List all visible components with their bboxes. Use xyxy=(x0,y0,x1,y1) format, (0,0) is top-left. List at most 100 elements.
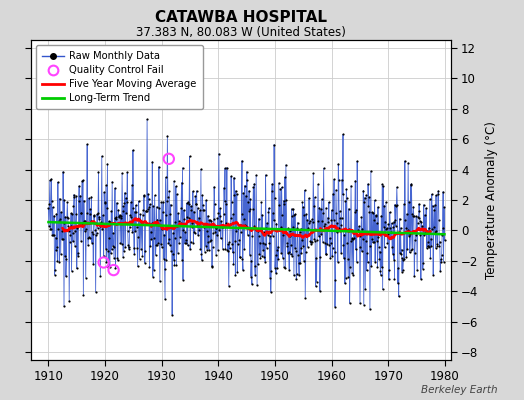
Point xyxy=(359,301,368,308)
Point xyxy=(242,223,250,230)
Point xyxy=(220,198,228,204)
Point xyxy=(279,198,288,204)
Point xyxy=(406,182,414,188)
Point xyxy=(290,272,298,279)
Point xyxy=(139,212,147,218)
Point xyxy=(187,239,195,245)
Point xyxy=(215,227,224,234)
Point xyxy=(242,193,250,199)
Point xyxy=(288,213,296,219)
Point xyxy=(115,214,124,221)
Point xyxy=(337,215,346,221)
Point xyxy=(418,223,427,229)
Point xyxy=(199,206,208,213)
Point xyxy=(359,187,367,194)
Point xyxy=(283,242,291,249)
Point xyxy=(82,210,91,217)
Point xyxy=(293,225,301,232)
Point xyxy=(286,233,294,239)
Point xyxy=(92,289,100,295)
Point xyxy=(125,244,133,250)
Point xyxy=(68,230,77,236)
Point xyxy=(113,200,121,206)
Point xyxy=(77,238,85,244)
Point xyxy=(309,219,317,226)
Point xyxy=(52,247,60,253)
Point xyxy=(167,202,175,208)
Point xyxy=(187,206,195,213)
Point xyxy=(390,218,398,225)
Point xyxy=(154,221,162,228)
Point xyxy=(325,235,334,241)
Point xyxy=(200,206,208,213)
Point xyxy=(241,182,249,189)
Point xyxy=(183,242,192,248)
Point xyxy=(382,199,390,206)
Point xyxy=(135,216,143,222)
Point xyxy=(119,203,128,210)
Point xyxy=(244,232,252,238)
Point xyxy=(410,273,419,280)
Point xyxy=(388,244,396,251)
Point xyxy=(173,250,182,256)
Point xyxy=(262,225,270,231)
Point xyxy=(339,242,347,248)
Point xyxy=(414,215,423,221)
Point xyxy=(299,204,308,210)
Point xyxy=(193,205,202,211)
Point xyxy=(54,217,63,224)
Point xyxy=(402,254,410,260)
Point xyxy=(161,296,169,302)
Point xyxy=(354,227,362,233)
Point xyxy=(71,243,79,249)
Point xyxy=(385,276,393,283)
Point xyxy=(245,252,254,258)
Point xyxy=(306,218,314,224)
Point xyxy=(178,257,186,263)
Point xyxy=(431,202,439,208)
Point xyxy=(277,250,286,256)
Point xyxy=(418,225,426,231)
Point xyxy=(102,182,110,188)
Point xyxy=(397,225,405,231)
Point xyxy=(49,232,58,238)
Point xyxy=(407,247,415,254)
Point xyxy=(372,213,380,219)
Point xyxy=(274,244,282,250)
Point xyxy=(92,230,101,236)
Point xyxy=(191,229,199,236)
Point xyxy=(413,267,421,273)
Point xyxy=(377,272,385,278)
Point xyxy=(427,236,435,242)
Point xyxy=(383,239,391,246)
Point xyxy=(121,244,129,250)
Point xyxy=(307,239,315,245)
Point xyxy=(115,213,123,219)
Point xyxy=(390,276,399,283)
Point xyxy=(133,224,141,230)
Point xyxy=(238,256,247,262)
Point xyxy=(86,206,95,212)
Point xyxy=(340,232,348,238)
Point xyxy=(90,212,98,218)
Point xyxy=(384,231,392,237)
Point xyxy=(388,251,397,257)
Point xyxy=(221,245,230,252)
Point xyxy=(120,248,128,254)
Point xyxy=(222,200,230,207)
Point xyxy=(140,260,149,266)
Point xyxy=(127,221,136,228)
Point xyxy=(124,242,133,248)
Point xyxy=(280,264,288,270)
Point xyxy=(96,222,104,229)
Point xyxy=(423,243,432,250)
Point xyxy=(282,197,290,204)
Point xyxy=(301,249,310,255)
Point xyxy=(114,207,123,213)
Point xyxy=(249,206,257,212)
Point xyxy=(156,217,165,224)
Point xyxy=(328,207,336,213)
Point xyxy=(183,213,191,220)
Point xyxy=(283,250,292,256)
Point xyxy=(102,259,111,266)
